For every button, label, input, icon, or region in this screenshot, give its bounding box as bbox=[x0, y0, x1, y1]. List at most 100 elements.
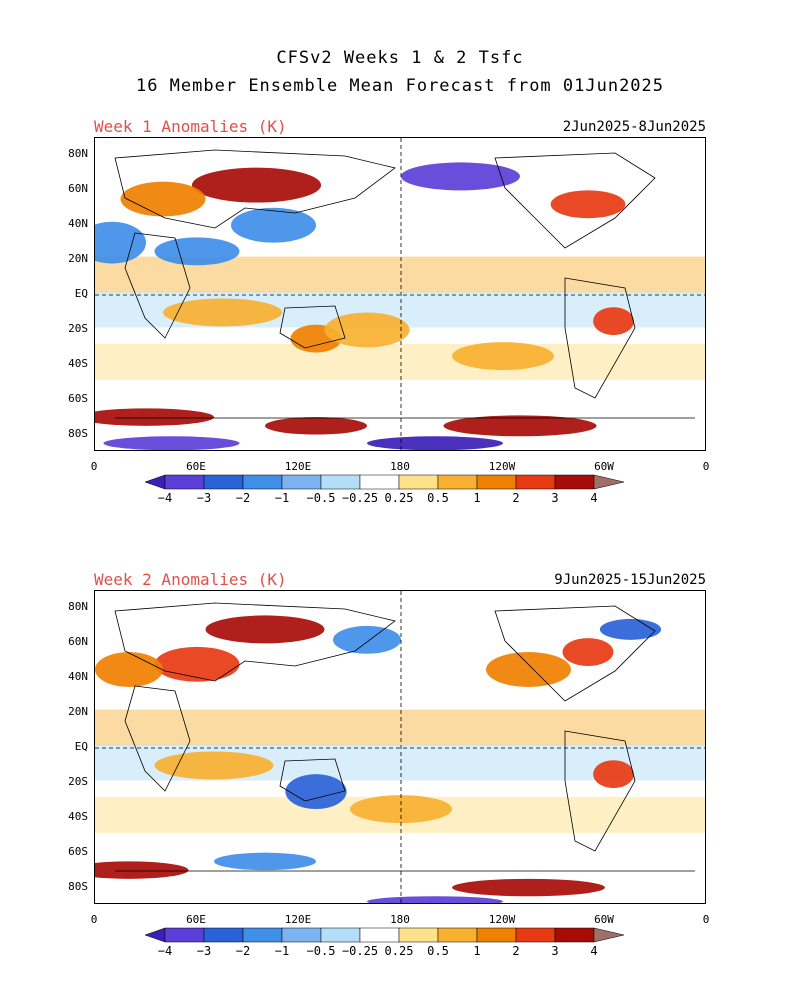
colorbar-segment bbox=[359, 927, 400, 943]
anomaly-region bbox=[95, 221, 146, 264]
background-band bbox=[95, 709, 705, 746]
anomaly-region bbox=[452, 878, 605, 897]
anomaly-region bbox=[452, 342, 554, 371]
figure-subtitle: 16 Member Ensemble Mean Forecast from 01… bbox=[135, 76, 665, 96]
colorbar-tick-label: −4 bbox=[157, 491, 173, 505]
colorbar-segment bbox=[437, 927, 478, 943]
lon-tick-label: 60E bbox=[186, 913, 206, 926]
colorbar-segment bbox=[398, 474, 439, 490]
anomaly-region bbox=[95, 408, 214, 426]
anomaly-region bbox=[599, 618, 662, 640]
colorbar-lower-arrow bbox=[144, 927, 166, 943]
coastline bbox=[564, 277, 636, 399]
lat-tick-label: EQ bbox=[74, 287, 88, 300]
anomaly-region bbox=[231, 207, 316, 243]
lat-tick-label: 60S bbox=[68, 391, 88, 405]
anomaly-region bbox=[191, 167, 322, 203]
lat-tick-label: 40N bbox=[68, 217, 88, 231]
lat-tick-label: 40N bbox=[68, 670, 88, 684]
colorbar-tick-label: 0.5 bbox=[427, 944, 449, 958]
colorbar-tick-label: −3 bbox=[196, 944, 212, 958]
week1-date-range: 2Jun2025-8Jun2025 bbox=[562, 119, 706, 135]
colorbar-tick-label: −2 bbox=[235, 491, 251, 505]
colorbar-segment bbox=[242, 474, 283, 490]
anomaly-region bbox=[593, 307, 634, 336]
coastline bbox=[564, 730, 636, 852]
lat-tick-label: EQ bbox=[74, 740, 88, 753]
lon-tick-label: 0 bbox=[90, 460, 98, 473]
lat-tick-label: 20N bbox=[68, 705, 88, 719]
colorbar-segment bbox=[164, 927, 205, 943]
colorbar-segment bbox=[398, 927, 439, 943]
colorbar-tick-label: −0.5 bbox=[306, 944, 336, 958]
lon-tick-label: 0 bbox=[90, 913, 98, 926]
week1-panel: Week 1 Anomalies (K) 2Jun2025-8Jun2025 8… bbox=[0, 115, 800, 545]
lon-tick-label: 180 bbox=[390, 913, 410, 926]
lat-tick-label: 60N bbox=[68, 635, 88, 649]
anomaly-region bbox=[103, 436, 240, 450]
anomaly-region bbox=[401, 162, 520, 191]
colorbar-tick-label: 4 bbox=[590, 491, 598, 505]
colorbar-tick-label: 2 bbox=[512, 944, 520, 958]
colorbar-tick-label: −4 bbox=[157, 944, 173, 958]
anomaly-region bbox=[205, 615, 325, 644]
anomaly-region bbox=[154, 237, 240, 266]
colorbar-segment bbox=[203, 927, 244, 943]
colorbar-tick-label: −0.25 bbox=[341, 491, 379, 505]
anomaly-region bbox=[265, 417, 367, 435]
anomaly-region bbox=[154, 751, 274, 780]
colorbar-tick-label: −1 bbox=[274, 944, 290, 958]
colorbar-tick-label: 1 bbox=[473, 491, 481, 505]
colorbar-tick-label: −3 bbox=[196, 491, 212, 505]
coastline bbox=[114, 602, 396, 682]
lon-tick-label: 120W bbox=[488, 913, 516, 926]
colorbar-segment bbox=[554, 927, 595, 943]
anomaly-region bbox=[95, 652, 163, 687]
colorbar-segment bbox=[476, 474, 517, 490]
colorbar-upper-arrow bbox=[593, 474, 625, 490]
coastline bbox=[124, 232, 191, 339]
colorbar-lower-arrow bbox=[144, 474, 166, 490]
anomaly-region bbox=[120, 181, 206, 217]
lat-tick-label: 20N bbox=[68, 252, 88, 266]
lat-tick-label: 60N bbox=[68, 182, 88, 196]
lon-tick-label: 60W bbox=[594, 460, 614, 473]
colorbar-tick-label: 0.25 bbox=[384, 491, 414, 505]
lat-tick-label: 80N bbox=[68, 600, 88, 614]
lon-tick-label: 60E bbox=[186, 460, 206, 473]
colorbar-segment bbox=[203, 474, 244, 490]
anomaly-region bbox=[95, 861, 189, 879]
colorbar-segment bbox=[281, 474, 322, 490]
week1-title: Week 1 Anomalies (K) bbox=[94, 117, 287, 136]
coastline bbox=[124, 685, 191, 792]
anomaly-region bbox=[333, 625, 401, 654]
colorbar-segment bbox=[515, 474, 556, 490]
anomaly-region bbox=[367, 436, 503, 450]
anomaly-region bbox=[593, 760, 634, 789]
coastline bbox=[494, 605, 656, 702]
lat-tick-label: 20S bbox=[68, 774, 88, 788]
week2-date-range: 9Jun2025-15Jun2025 bbox=[554, 572, 706, 588]
week2-title: Week 2 Anomalies (K) bbox=[94, 570, 287, 589]
colorbar-tick-label: 0.25 bbox=[384, 944, 414, 958]
lon-tick-label: 120E bbox=[284, 460, 312, 473]
anomaly-region bbox=[285, 774, 347, 810]
week1-colorbar bbox=[144, 473, 657, 497]
week2-colorbar bbox=[144, 926, 657, 950]
colorbar-tick-label: 1 bbox=[473, 944, 481, 958]
coastline bbox=[114, 149, 396, 229]
anomaly-region bbox=[550, 190, 626, 219]
week2-map bbox=[94, 590, 706, 904]
background-band bbox=[95, 343, 705, 380]
colorbar-segment bbox=[320, 474, 361, 490]
colorbar-segment bbox=[359, 474, 400, 490]
lon-tick-label: 60W bbox=[594, 913, 614, 926]
colorbar-tick-label: −0.25 bbox=[341, 944, 379, 958]
anomaly-region bbox=[324, 312, 410, 348]
colorbar-tick-label: −1 bbox=[274, 491, 290, 505]
anomaly-region bbox=[163, 298, 282, 327]
colorbar-segment bbox=[476, 927, 517, 943]
colorbar-segment bbox=[554, 474, 595, 490]
colorbar-tick-label: −0.5 bbox=[306, 491, 336, 505]
colorbar-segment bbox=[320, 927, 361, 943]
